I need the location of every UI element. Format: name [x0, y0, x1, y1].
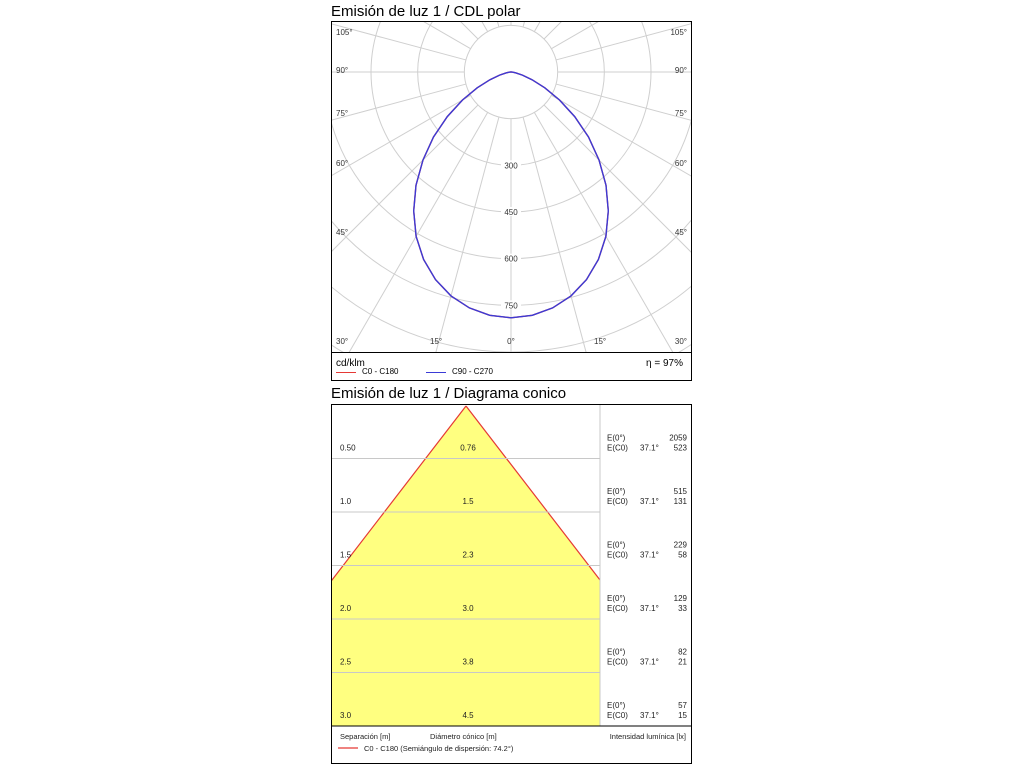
cone-separation-label: 2.0	[340, 604, 352, 613]
cone-chart-frame: 0.50 0.76 E(0°) 2059 E(C0) 37.1° 523 1.0 1.5 E(0°…	[331, 404, 692, 764]
cone-diameter-label: 3.0	[462, 604, 474, 613]
polar-radial-tick-bg	[501, 160, 521, 170]
polar-angle-tick-left: 30°	[336, 337, 348, 346]
polar-plot: 300 450 600 750 105° 90° 75° 60° 45° 30° 15° 105° 90…	[332, 22, 691, 352]
polar-angle-tick-left: 15°	[430, 337, 442, 346]
polar-grid-spoke	[332, 83, 467, 121]
cone-diameter-label: 3.8	[462, 658, 474, 667]
polar-grid-spoke	[551, 94, 691, 177]
cone-e0-value: 57	[678, 701, 687, 710]
cone-ec0-angle: 37.1°	[640, 658, 659, 667]
polar-radial-tick: 600	[504, 255, 518, 264]
cone-ec0-label: E(C0)	[607, 604, 628, 613]
polar-angle-tick-right: 90°	[675, 66, 687, 75]
polar-footer-divider	[332, 352, 691, 353]
polar-angle-tick-bottom: 0°	[507, 337, 515, 346]
polar-grid-spoke	[555, 23, 691, 61]
cone-ec0-angle: 37.1°	[640, 604, 659, 613]
cone-separation-label: 1.5	[340, 551, 352, 560]
polar-angle-tick-left: 105°	[336, 28, 353, 37]
polar-grid-spoke	[348, 112, 489, 352]
cone-e0-value: 2059	[669, 434, 687, 443]
polar-efficiency-label: η = 97%	[646, 358, 683, 369]
cone-diameter-label: 0.76	[460, 444, 476, 453]
cone-e0-label: E(0°)	[607, 434, 626, 443]
cone-ec0-value: 131	[674, 497, 688, 506]
polar-grid-spoke	[332, 94, 471, 176]
polar-grid-spoke	[533, 112, 674, 352]
cone-ec0-value: 58	[678, 551, 687, 560]
polar-grid-spoke	[423, 22, 471, 50]
polar-radial-tick: 300	[504, 161, 518, 170]
polar-grid-spoke	[543, 22, 562, 40]
cone-ec0-label: E(C0)	[607, 711, 628, 720]
polar-radial-tick: 450	[504, 208, 518, 217]
polar-grid-spoke	[332, 104, 479, 252]
polar-angle-tick-left: 90°	[336, 66, 348, 75]
cone-e0-value: 515	[674, 487, 688, 496]
cone-ec0-label: E(C0)	[607, 658, 628, 667]
polar-radial-tick-bg	[501, 207, 521, 216]
cone-ec0-angle: 37.1°	[640, 444, 659, 453]
cone-plot: 0.50 0.76 E(0°) 2059 E(C0) 37.1° 523 1.0 1.5 E(0°…	[332, 405, 691, 753]
cone-ec0-label: E(C0)	[607, 497, 628, 506]
polar-grid-spoke	[460, 22, 479, 40]
polar-angle-tick-left: 60°	[336, 159, 348, 168]
polar-series-c90-c270	[412, 71, 610, 319]
cone-diameter-label: 1.5	[462, 497, 474, 506]
cone-e0-value: 229	[674, 541, 688, 550]
polar-grid-spoke	[522, 116, 587, 352]
polar-chart-frame: 300 450 600 750 105° 90° 75° 60° 45° 30° 15° 105° 90…	[331, 21, 692, 381]
cone-ec0-angle: 37.1°	[640, 551, 659, 560]
cone-footer-separation: Separación [m]	[340, 732, 390, 741]
polar-unit-label: cd/klm	[336, 358, 365, 369]
cone-separation-label: 2.5	[340, 658, 352, 667]
cone-e0-label: E(0°)	[607, 648, 626, 657]
polar-legend-label: C0 - C180	[362, 367, 399, 376]
polar-angle-tick-right: 105°	[670, 28, 687, 37]
polar-radial-tick: 750	[504, 301, 518, 310]
polar-legend-swatch	[336, 372, 356, 373]
polar-radial-tick-bg	[501, 300, 521, 310]
cone-e0-value: 129	[674, 594, 688, 603]
polar-chart-title: Emisión de luz 1 / CDL polar	[331, 3, 521, 20]
cone-legend-label: C0 - C180 (Semiángulo de dispersión: 74.…	[364, 744, 514, 753]
polar-angle-tick-right: 30°	[675, 337, 687, 346]
cone-footer-intensity: Intensidad lumínica [lx]	[610, 732, 686, 741]
cone-chart-title: Emisión de luz 1 / Diagrama conico	[331, 385, 567, 402]
cone-e0-label: E(0°)	[607, 487, 626, 496]
polar-grid-spoke	[332, 23, 467, 61]
cone-separation-label: 1.0	[340, 497, 352, 506]
polar-legend-swatch	[426, 372, 446, 373]
cone-separation-label: 0.50	[340, 444, 356, 453]
cone-e0-label: E(0°)	[607, 701, 626, 710]
cone-ec0-value: 15	[678, 711, 687, 720]
polar-angle-tick-right: 75°	[675, 109, 687, 118]
cone-ec0-value: 33	[678, 604, 687, 613]
cone-e0-label: E(0°)	[607, 594, 626, 603]
polar-radial-tick-bg	[501, 253, 521, 263]
cone-ec0-angle: 37.1°	[640, 497, 659, 506]
polar-angle-tick-right: 15°	[594, 337, 606, 346]
polar-angle-tick-left: 75°	[336, 109, 348, 118]
cone-footer-diameter: Diámetro cónico [m]	[430, 732, 497, 741]
cone-ec0-value: 21	[678, 658, 687, 667]
cone-ec0-label: E(C0)	[607, 444, 628, 453]
polar-grid-spoke	[435, 116, 500, 352]
cone-ec0-value: 523	[674, 444, 688, 453]
cone-separation-label: 3.0	[340, 711, 352, 720]
polar-angle-tick-left: 45°	[336, 228, 348, 237]
cone-e0-value: 82	[678, 648, 687, 657]
cone-diameter-label: 4.5	[462, 711, 474, 720]
cone-diameter-label: 2.3	[462, 551, 474, 560]
polar-legend-label: C90 - C270	[452, 367, 493, 376]
cone-ec0-angle: 37.1°	[640, 711, 659, 720]
polar-angle-tick-right: 60°	[675, 159, 687, 168]
polar-grid-spoke	[543, 104, 691, 253]
polar-angle-tick-right: 45°	[675, 228, 687, 237]
cone-e0-label: E(0°)	[607, 541, 626, 550]
cone-ec0-label: E(C0)	[607, 551, 628, 560]
polar-grid-spoke	[555, 83, 691, 121]
